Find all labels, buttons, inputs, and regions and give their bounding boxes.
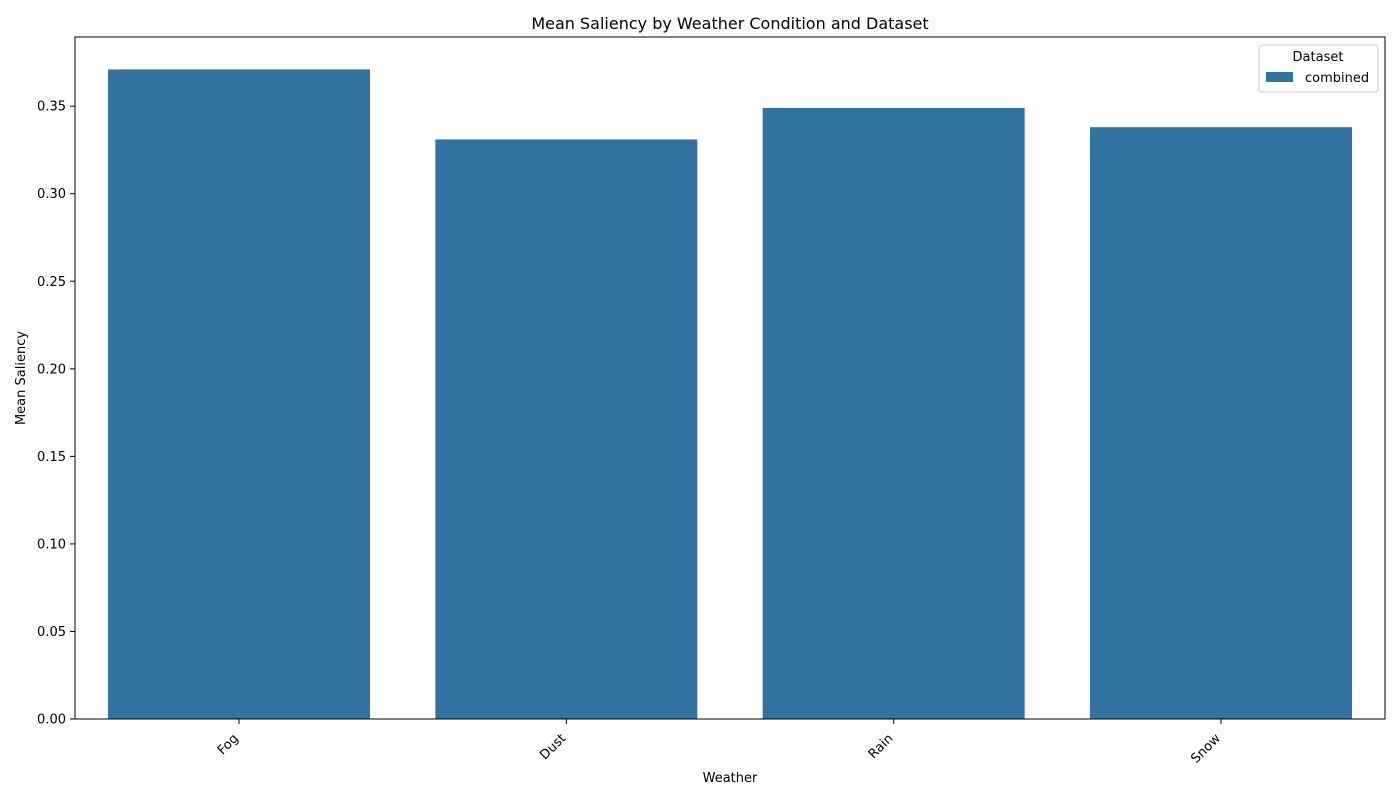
y-tick-label: 0.05	[37, 625, 66, 640]
y-tick-label: 0.35	[37, 100, 66, 115]
x-tick-label-snow: Snow	[1188, 731, 1224, 767]
y-tick-label: 0.20	[37, 362, 66, 377]
bar-dust	[435, 139, 698, 719]
legend-swatch-combined	[1266, 72, 1293, 82]
x-tick-label-rain: Rain	[866, 731, 897, 762]
y-tick-label: 0.15	[37, 450, 66, 465]
bar-fog	[108, 69, 370, 719]
x-axis: Fog Dust Rain Snow	[215, 719, 1224, 767]
y-axis-label: Mean Saliency	[14, 331, 29, 425]
bar-rain	[762, 107, 1025, 719]
x-tick-label-fog: Fog	[215, 731, 242, 758]
legend-label-combined: combined	[1305, 71, 1369, 86]
y-tick-label: 0.00	[37, 713, 66, 728]
bar-snow	[1089, 127, 1352, 720]
y-tick-label: 0.10	[37, 537, 66, 552]
y-tick-label: 0.30	[37, 187, 66, 202]
legend-title: Dataset	[1293, 50, 1344, 65]
plot-frame	[74, 36, 1386, 720]
chart-title: Mean Saliency by Weather Condition and D…	[531, 14, 928, 33]
y-axis: 0.00 0.05 0.10 0.15 0.20 0.25 0.30 0.35	[37, 100, 75, 728]
legend: Dataset combined	[1258, 44, 1379, 93]
x-axis-label: Weather	[703, 771, 758, 786]
x-tick-label-dust: Dust	[537, 731, 569, 763]
y-tick-label: 0.25	[37, 275, 66, 290]
bars-layer	[108, 69, 1352, 720]
